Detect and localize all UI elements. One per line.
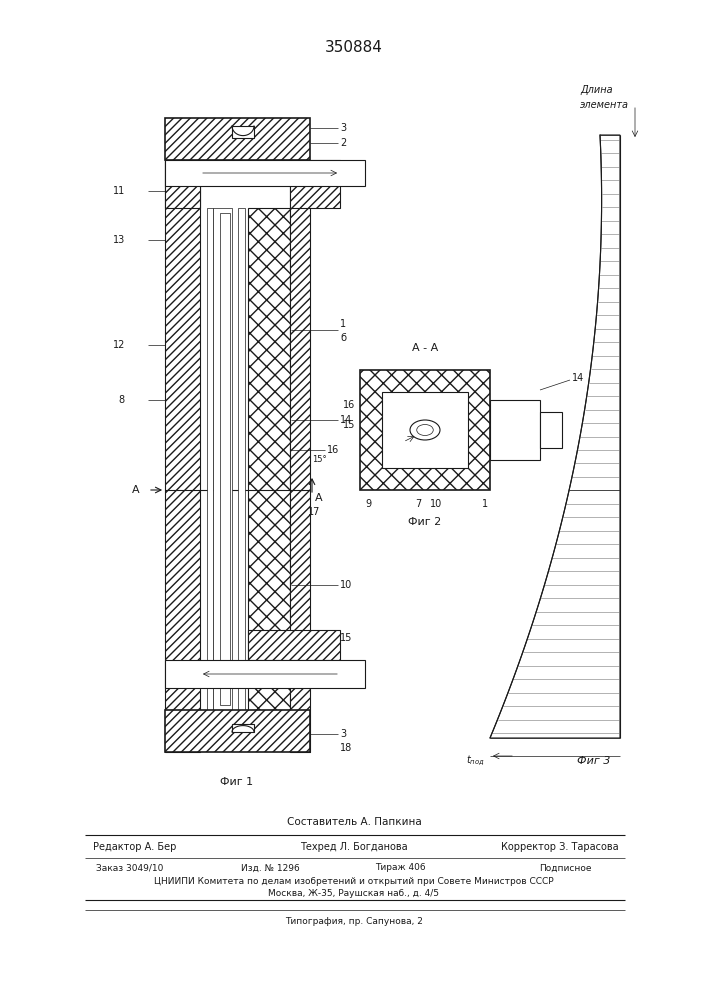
- Text: б: б: [340, 333, 346, 343]
- Text: 350884: 350884: [325, 40, 383, 55]
- Bar: [165, 160, 200, 752]
- Bar: [165, 660, 365, 688]
- Text: A: A: [132, 485, 140, 495]
- Text: 14: 14: [572, 373, 584, 383]
- Text: 15°: 15°: [395, 440, 409, 450]
- Text: ЦНИИПИ Комитета по делам изобретений и открытий при Совете Министров СССР: ЦНИИПИ Комитета по делам изобретений и о…: [154, 878, 554, 886]
- Bar: [490, 400, 540, 460]
- Text: Тираж 406: Тираж 406: [375, 863, 426, 872]
- Text: 15: 15: [340, 633, 352, 643]
- Text: Фиг 3: Фиг 3: [577, 756, 610, 766]
- Text: 1: 1: [340, 319, 346, 329]
- Text: Составитель А. Папкина: Составитель А. Папкина: [286, 817, 421, 827]
- Text: 17: 17: [308, 507, 320, 517]
- Text: Москва, Ж-35, Раушская наб., д. 4/5: Москва, Ж-35, Раушская наб., д. 4/5: [269, 888, 440, 898]
- Ellipse shape: [410, 420, 440, 440]
- Text: 12: 12: [112, 340, 125, 350]
- Text: 15°: 15°: [312, 456, 327, 464]
- Text: А - А: А - А: [412, 343, 438, 353]
- Text: 5: 5: [358, 168, 364, 178]
- Text: 13: 13: [112, 235, 125, 245]
- Text: Редактор А. Бер: Редактор А. Бер: [93, 842, 177, 852]
- Bar: [232, 724, 254, 732]
- Bar: [213, 208, 232, 710]
- Bar: [165, 710, 310, 752]
- Text: элемента: элемента: [580, 100, 629, 110]
- Text: 3: 3: [340, 123, 346, 133]
- Text: Техред Л. Богданова: Техред Л. Богданова: [300, 842, 408, 852]
- Bar: [360, 370, 490, 490]
- Bar: [238, 208, 245, 710]
- Text: 2: 2: [340, 138, 346, 148]
- Text: $t_{под}$: $t_{под}$: [466, 754, 485, 768]
- Bar: [290, 160, 340, 208]
- Text: 16: 16: [327, 445, 339, 455]
- Text: Подписное: Подписное: [539, 863, 591, 872]
- Text: Длина: Длина: [580, 85, 613, 95]
- Bar: [540, 412, 562, 448]
- Text: 16: 16: [343, 400, 355, 410]
- Text: 7: 7: [415, 499, 421, 509]
- Text: 15: 15: [343, 420, 355, 430]
- Bar: [248, 630, 340, 660]
- Bar: [165, 160, 200, 208]
- Text: Изд. № 1296: Изд. № 1296: [240, 863, 299, 872]
- Text: 3: 3: [340, 729, 346, 739]
- Bar: [232, 126, 254, 138]
- Bar: [248, 208, 290, 710]
- Bar: [207, 208, 213, 710]
- Bar: [165, 160, 365, 186]
- Text: 10: 10: [340, 580, 352, 590]
- Text: 8: 8: [119, 395, 125, 405]
- Text: 10: 10: [430, 499, 443, 509]
- Text: Фиг 2: Фиг 2: [409, 517, 442, 527]
- Text: Типография, пр. Сапунова, 2: Типография, пр. Сапунова, 2: [285, 918, 423, 926]
- Text: Фиг 1: Фиг 1: [221, 777, 254, 787]
- Text: 9: 9: [365, 499, 371, 509]
- Polygon shape: [490, 135, 620, 738]
- Bar: [220, 213, 230, 705]
- Text: 14: 14: [340, 415, 352, 425]
- Text: 1: 1: [482, 499, 488, 509]
- Ellipse shape: [416, 424, 433, 436]
- Bar: [290, 160, 310, 752]
- Text: Заказ 3049/10: Заказ 3049/10: [96, 863, 164, 872]
- Text: 11: 11: [112, 186, 125, 196]
- Text: Корректор З. Тарасова: Корректор З. Тарасова: [501, 842, 619, 852]
- Text: A: A: [315, 493, 322, 503]
- Bar: [382, 392, 468, 468]
- Bar: [165, 118, 310, 160]
- Text: 4: 4: [358, 669, 364, 679]
- Text: 18: 18: [340, 743, 352, 753]
